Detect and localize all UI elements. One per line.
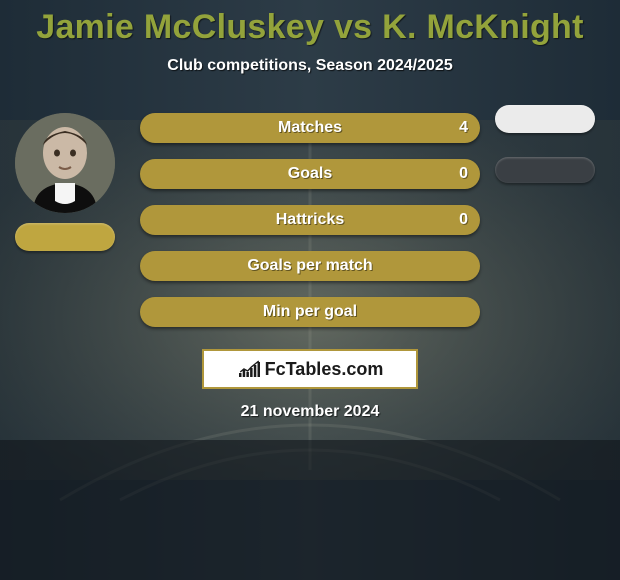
- player-left: [10, 113, 120, 251]
- stat-value-left: 0: [459, 211, 468, 229]
- stat-label: Matches: [278, 119, 342, 137]
- stat-row: Min per goal: [140, 297, 480, 327]
- stat-label: Min per goal: [263, 303, 357, 321]
- brand-badge: FcTables.com: [202, 349, 418, 389]
- chart-icon: [237, 359, 261, 379]
- stat-row: Goals 0: [140, 159, 480, 189]
- stat-label: Hattricks: [276, 211, 344, 229]
- stat-label: Goals: [288, 165, 332, 183]
- team-badge-left: [15, 223, 115, 251]
- stat-value-left: 4: [459, 119, 468, 137]
- subtitle: Club competitions, Season 2024/2025: [167, 57, 452, 75]
- stat-row: Matches 4: [140, 113, 480, 143]
- stat-row: Goals per match: [140, 251, 480, 281]
- comparison-row: Matches 4 Goals 0 Hattricks 0 Goals per match M…: [0, 113, 620, 327]
- footer-date: 21 november 2024: [241, 403, 380, 421]
- brand-text: FcTables.com: [265, 359, 384, 380]
- stat-row: Hattricks 0: [140, 205, 480, 235]
- avatar-left: [15, 113, 115, 213]
- team-badge-right-1: [495, 105, 595, 133]
- stat-label: Goals per match: [247, 257, 372, 275]
- page-title: Jamie McCluskey vs K. McKnight: [36, 8, 584, 47]
- player-right: [490, 113, 600, 183]
- team-badge-right-2: [495, 157, 595, 183]
- stats-column: Matches 4 Goals 0 Hattricks 0 Goals per match M…: [140, 113, 480, 327]
- stat-value-left: 0: [459, 165, 468, 183]
